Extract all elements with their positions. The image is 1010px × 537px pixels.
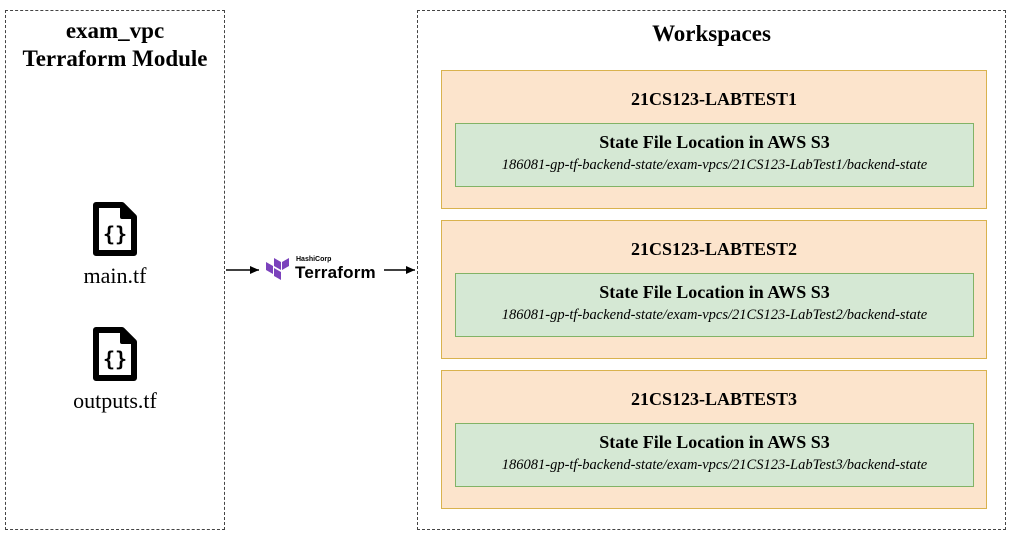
terraform-logo-small-text: HashiCorp	[296, 256, 332, 263]
terraform-mark-icon	[266, 258, 289, 280]
workspace-labtest1: 21CS123-LABTEST1 State File Location in …	[441, 70, 987, 209]
state-file-heading: State File Location in AWS S3	[599, 432, 830, 452]
file-outputs-tf: {} outputs.tf	[6, 326, 224, 414]
workspace-labtest3: 21CS123-LABTEST3 State File Location in …	[441, 370, 987, 509]
curly-braces-file-icon: {}	[93, 202, 137, 256]
svg-text:{}: {}	[103, 347, 127, 371]
state-file-path: 186081-gp-tf-backend-state/exam-vpcs/21C…	[501, 157, 928, 173]
state-file-heading: State File Location in AWS S3	[599, 282, 830, 302]
workspace-name: 21CS123-LABTEST3	[630, 389, 798, 409]
module-title: exam_vpc Terraform Module	[6, 17, 224, 73]
workspace-labtest2: 21CS123-LABTEST2 State File Location in …	[441, 220, 987, 359]
workspaces-container: Workspaces 21CS123-LABTEST1 State File L…	[417, 10, 1006, 530]
module-title-line2: Terraform Module	[22, 46, 208, 71]
workspace-name: 21CS123-LABTEST2	[630, 239, 798, 259]
module-title-line1: exam_vpc	[65, 18, 165, 43]
state-file-box: State File Location in AWS S3 186081-gp-…	[455, 123, 974, 187]
state-file-heading: State File Location in AWS S3	[599, 132, 830, 152]
workspaces-title: Workspaces	[652, 21, 771, 46]
file-label: outputs.tf	[73, 388, 157, 413]
svg-text:{}: {}	[103, 222, 127, 246]
state-file-path: 186081-gp-tf-backend-state/exam-vpcs/21C…	[501, 307, 928, 323]
file-main-tf: {} main.tf	[6, 201, 224, 289]
terraform-logo: HashiCorp Terraform	[266, 255, 378, 285]
file-label: main.tf	[83, 263, 147, 288]
module-container: exam_vpc Terraform Module {} main.tf {} …	[5, 10, 225, 530]
state-file-box: State File Location in AWS S3 186081-gp-…	[455, 423, 974, 487]
workspace-name: 21CS123-LABTEST1	[630, 89, 798, 109]
state-file-path: 186081-gp-tf-backend-state/exam-vpcs/21C…	[501, 457, 928, 473]
curly-braces-file-icon: {}	[93, 327, 137, 381]
state-file-box: State File Location in AWS S3 186081-gp-…	[455, 273, 974, 337]
terraform-logo-text: Terraform	[295, 263, 376, 282]
